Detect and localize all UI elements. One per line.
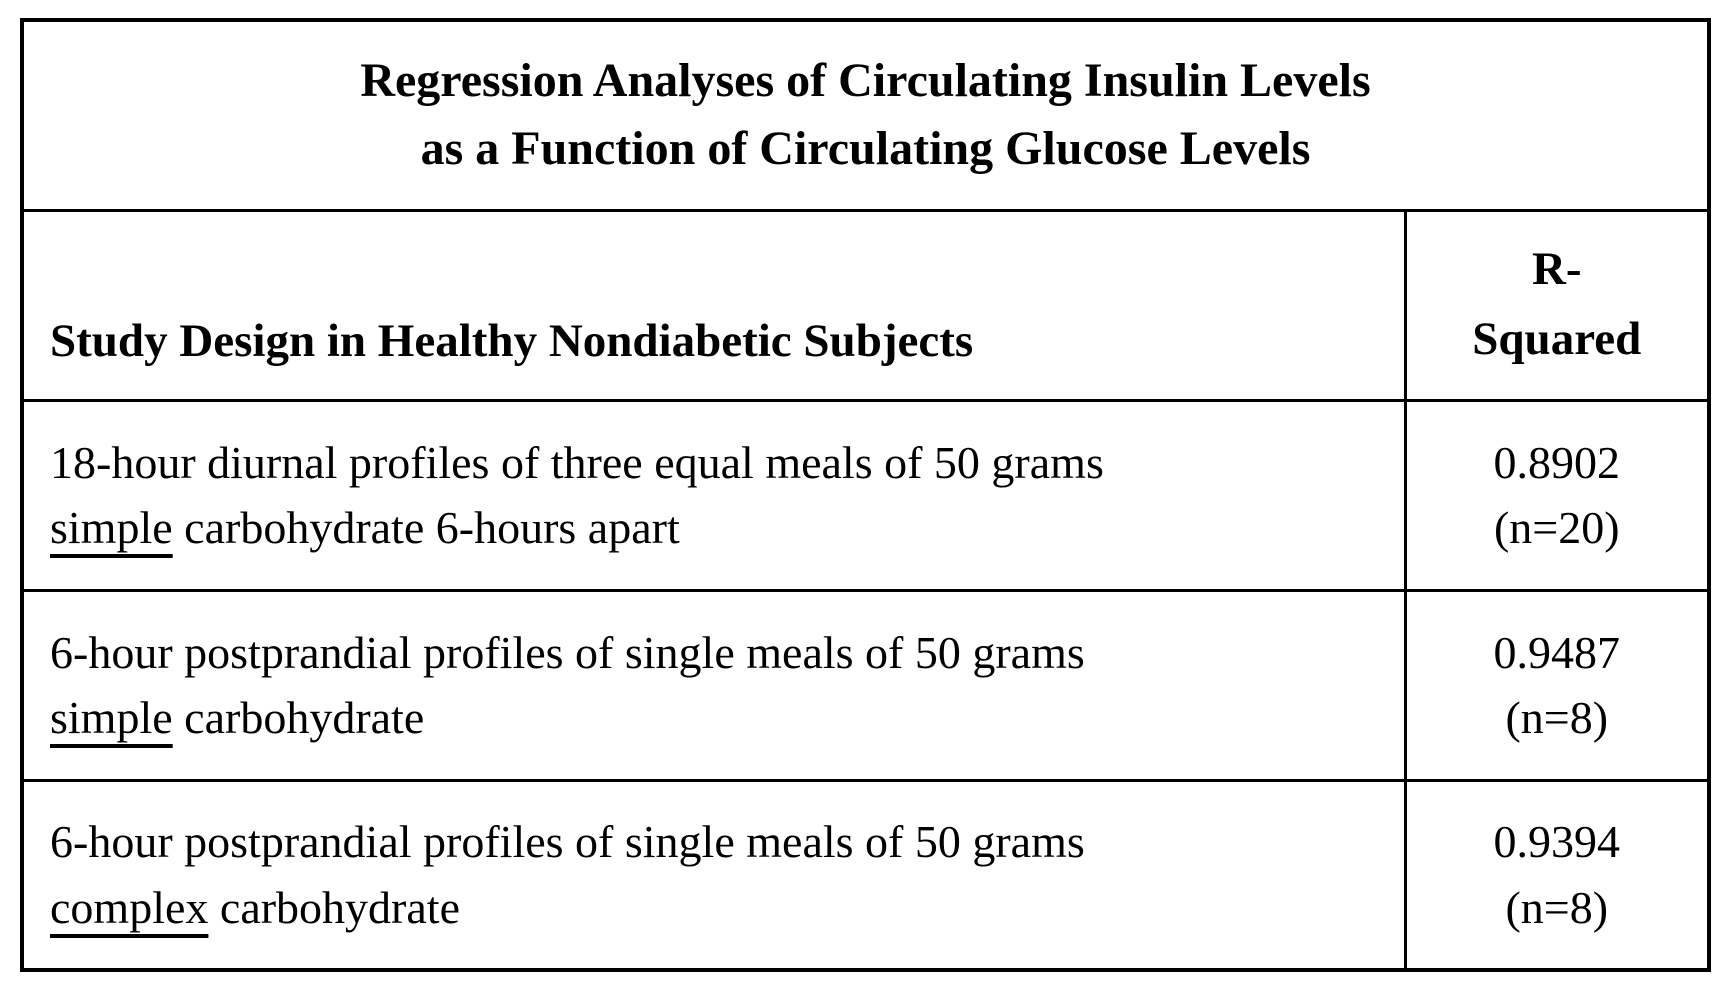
- study-design-text-line1: 18-hour diurnal profiles of three equal …: [50, 436, 1104, 488]
- r-squared-value: 0.8902: [1493, 436, 1621, 488]
- r-squared-value: 0.9394: [1493, 816, 1621, 868]
- column-header-r-squared: R- Squared: [1403, 208, 1711, 402]
- column-header-r-squared-line2: Squared: [1472, 313, 1642, 365]
- study-design-cell: 6-hour postprandial profiles of single m…: [20, 588, 1407, 782]
- study-design-text-line2: carbohydrate 6-hours apart: [172, 502, 680, 553]
- r-squared-cell: 0.8902 (n=20): [1403, 398, 1711, 592]
- r-squared-cell: 0.9487 (n=8): [1403, 588, 1711, 782]
- sample-size: (n=20): [1493, 502, 1620, 553]
- study-design-cell: 18-hour diurnal profiles of three equal …: [20, 398, 1407, 592]
- table-title: Regression Analyses of Circulating Insul…: [20, 18, 1711, 212]
- table-row: 18-hour diurnal profiles of three equal …: [20, 398, 1711, 592]
- header-row: Study Design in Healthy Nondiabetic Subj…: [20, 208, 1711, 402]
- column-header-study-design-label: Study Design in Healthy Nondiabetic Subj…: [50, 314, 974, 367]
- sample-size: (n=8): [1505, 881, 1609, 933]
- title-row: Regression Analyses of Circulating Insul…: [20, 18, 1711, 212]
- underlined-word: simple: [50, 502, 173, 553]
- sample-size: (n=8): [1505, 692, 1609, 743]
- regression-analyses-table: Regression Analyses of Circulating Insul…: [20, 18, 1711, 972]
- underlined-word: simple: [50, 692, 173, 743]
- underlined-word: complex: [50, 881, 209, 933]
- column-header-study-design: Study Design in Healthy Nondiabetic Subj…: [20, 208, 1407, 402]
- study-design-text-line1: 6-hour postprandial profiles of single m…: [50, 626, 1085, 678]
- regression-table-figure: Regression Analyses of Circulating Insul…: [20, 18, 1711, 972]
- table-row: 6-hour postprandial profiles of single m…: [20, 588, 1711, 782]
- study-design-cell: 6-hour postprandial profiles of single m…: [20, 778, 1407, 972]
- table-row: 6-hour postprandial profiles of single m…: [20, 778, 1711, 972]
- study-design-text-line1: 6-hour postprandial profiles of single m…: [50, 816, 1085, 868]
- r-squared-cell: 0.9394 (n=8): [1403, 778, 1711, 972]
- table-title-line2: as a Function of Circulating Glucose Lev…: [420, 122, 1311, 176]
- r-squared-value: 0.9487: [1493, 626, 1621, 678]
- study-design-text-line2: carbohydrate: [172, 692, 425, 743]
- column-header-r-squared-line1: R-: [1531, 243, 1582, 296]
- table-title-line1: Regression Analyses of Circulating Insul…: [360, 54, 1371, 108]
- study-design-text-line2: carbohydrate: [208, 881, 460, 933]
